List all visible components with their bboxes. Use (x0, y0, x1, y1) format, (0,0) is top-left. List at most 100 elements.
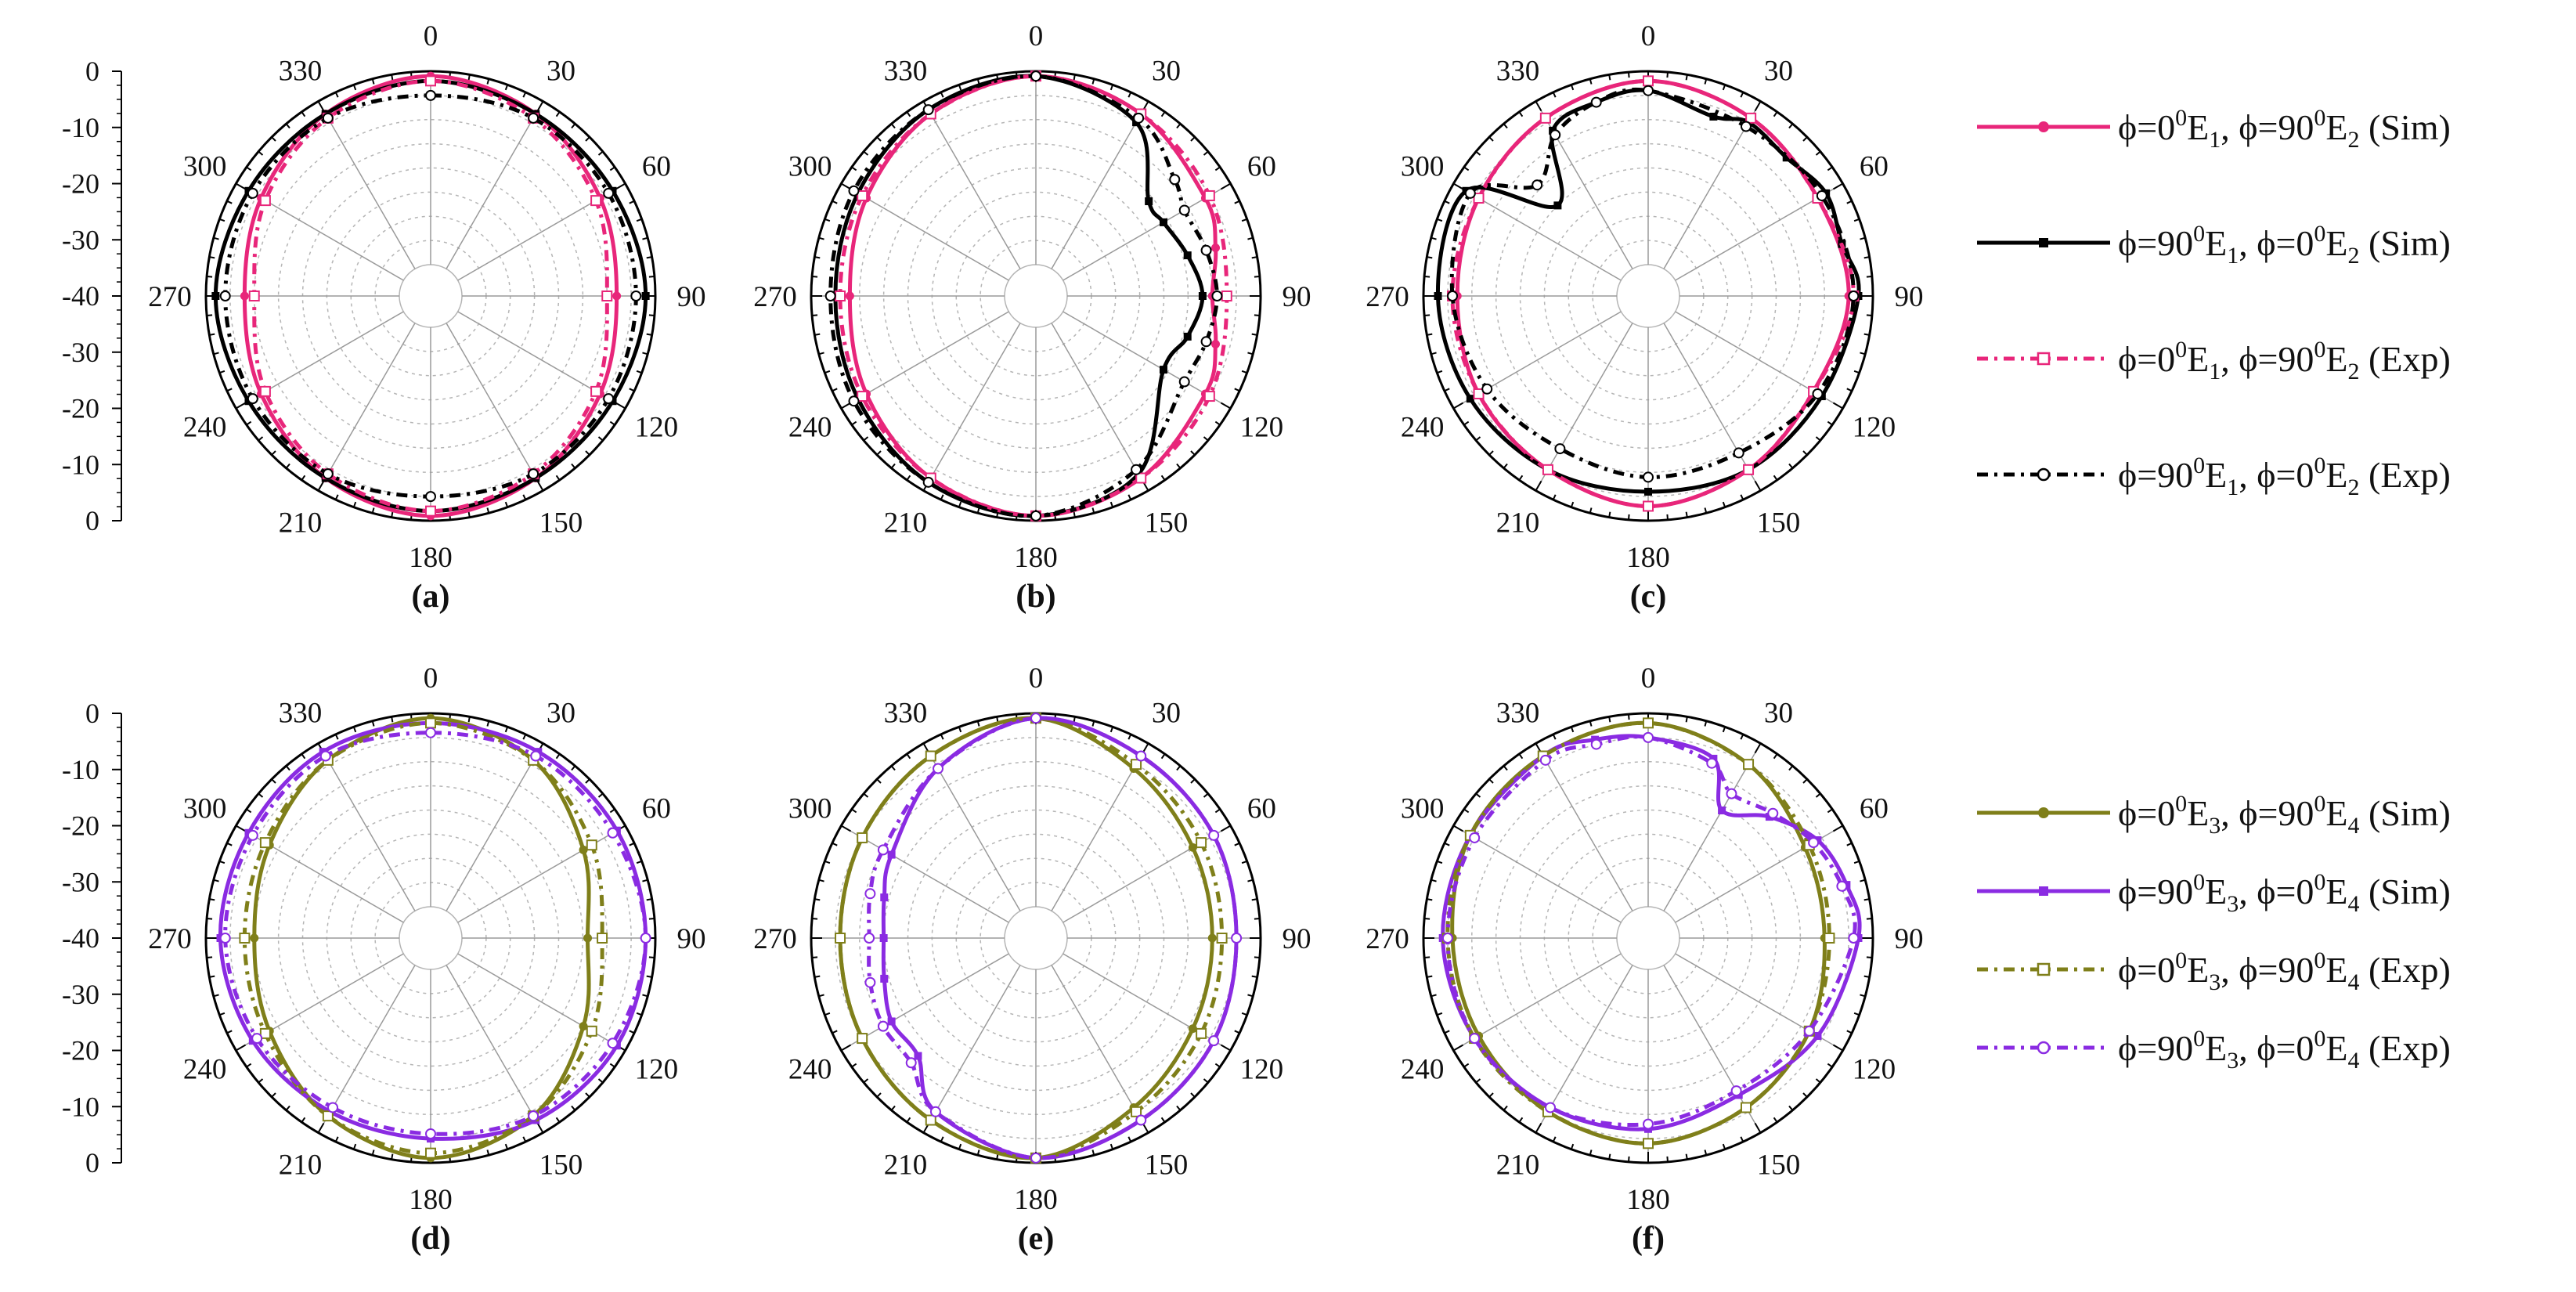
angle-tick (1160, 753, 1166, 760)
legend-entry: ϕ=00E3, ϕ=900E4 (Exp) (1977, 947, 2451, 995)
angle-tick (1214, 166, 1221, 171)
series-marker (1740, 1102, 1752, 1113)
angle-tick (1863, 256, 1870, 259)
angle-label: 120 (635, 1054, 679, 1086)
angle-tick (504, 1143, 509, 1150)
angle-tick (285, 765, 290, 771)
panel-label: (a) (412, 579, 450, 615)
angle-tick (1436, 1012, 1443, 1016)
panel-label: (d) (410, 1221, 450, 1257)
angle-label: 180 (1626, 1184, 1670, 1216)
polar-panel-5: 0 30 60 90 120 150 180 210 240 270 300 330 (e) (753, 662, 1311, 1257)
series-marker (1553, 201, 1562, 210)
angle-tick (1608, 1153, 1611, 1160)
series-marker (1782, 153, 1791, 162)
angle-tick (1863, 333, 1870, 336)
legend-entry: ϕ=00E3, ϕ=900E4 (Sim) (1977, 791, 2451, 839)
angle-label: 300 (1401, 151, 1445, 183)
angle-tick (840, 825, 852, 832)
angle-tick (1802, 1092, 1808, 1098)
angle-tick (1866, 956, 1872, 959)
series-marker (247, 187, 258, 199)
angle-tick (1234, 200, 1240, 204)
angle-tick (1254, 917, 1260, 920)
angle-tick (207, 314, 213, 317)
angle-tick (1740, 734, 1744, 740)
angle-tick (285, 1105, 290, 1111)
series-marker (603, 187, 615, 199)
angle-tick (1251, 333, 1257, 336)
angle-tick (1127, 1136, 1132, 1142)
series-marker (835, 291, 846, 301)
angle-tick (1815, 150, 1821, 156)
series-marker (1200, 244, 1212, 256)
angle-label: 0 (1029, 20, 1044, 52)
series-marker (1203, 391, 1215, 402)
angle-label: 120 (635, 412, 679, 444)
angle-tick (209, 333, 215, 336)
angle-tick (636, 218, 643, 222)
angle-tick (629, 1030, 635, 1034)
angle-tick (1827, 1063, 1833, 1068)
series-marker (848, 395, 860, 407)
angle-tick (235, 1044, 247, 1052)
angle-tick (1241, 218, 1248, 222)
angle-tick (1251, 898, 1257, 901)
angle-tick (1176, 123, 1182, 129)
angle-tick (1109, 726, 1114, 733)
angle-tick (812, 275, 818, 278)
angle-tick (504, 726, 509, 733)
angle-label: 210 (1496, 1149, 1540, 1181)
angle-tick (1788, 1105, 1794, 1111)
series-marker (1532, 179, 1543, 191)
series-marker (640, 933, 651, 944)
series-marker (1030, 510, 1041, 521)
series-marker (922, 104, 934, 116)
angle-tick (352, 84, 357, 91)
series-line (833, 74, 1205, 518)
angle-label: 30 (1152, 698, 1181, 730)
radial-tick-label: -40 (62, 280, 99, 312)
angle-tick (642, 236, 648, 240)
angle-tick (876, 778, 882, 784)
angle-tick (1722, 84, 1726, 91)
angle-tick (1773, 475, 1778, 481)
grid-spoke (1663, 743, 1762, 911)
angle-tick (1827, 166, 1833, 171)
series-marker (579, 1022, 588, 1031)
angle-tick (1754, 100, 1762, 112)
series-marker (1221, 291, 1232, 301)
angle-label: 300 (788, 151, 832, 183)
angle-tick (1431, 994, 1437, 998)
series-marker (1733, 447, 1744, 459)
angle-label: 330 (884, 56, 928, 88)
angle-tick (642, 352, 648, 355)
angle-tick (1214, 1063, 1221, 1068)
angle-label: 330 (884, 698, 928, 730)
angle-tick (1463, 1063, 1470, 1068)
angle-tick (1241, 1012, 1248, 1016)
angle-tick (1788, 123, 1794, 129)
series-marker (914, 1052, 922, 1060)
angle-tick (1214, 808, 1221, 814)
series-marker (925, 750, 936, 762)
angle-tick (629, 842, 635, 846)
angle-label: 120 (1240, 1054, 1284, 1086)
series-marker (1706, 757, 1718, 769)
angle-tick (317, 100, 325, 112)
angle-tick (863, 436, 869, 442)
grid-spoke (446, 965, 544, 1133)
radial-tick-label: -20 (62, 810, 99, 842)
angle-label: 60 (1860, 151, 1889, 183)
angle-label: 240 (788, 412, 832, 444)
angle-label: 90 (1283, 281, 1311, 313)
series-marker (1030, 713, 1041, 724)
angle-label: 270 (753, 923, 797, 955)
series-marker (1135, 750, 1147, 762)
legend-label: ϕ=900E3, ϕ=00E4 (Exp) (2118, 1026, 2451, 1074)
series-marker (887, 1017, 896, 1026)
angle-tick (812, 956, 818, 959)
angle-tick (1846, 1030, 1853, 1034)
angle-tick (1535, 480, 1542, 492)
angle-tick (1535, 1122, 1542, 1134)
